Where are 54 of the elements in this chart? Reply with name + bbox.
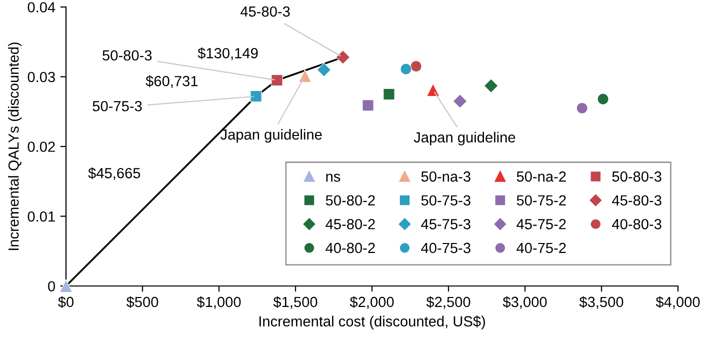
point xyxy=(452,94,468,108)
point xyxy=(59,279,73,293)
legend-label: 50-75-3 xyxy=(421,195,470,206)
legend-label: 50-80-2 xyxy=(326,195,375,206)
point xyxy=(484,78,498,93)
point xyxy=(336,50,350,64)
point xyxy=(362,100,374,112)
legend-label: 45-75-2 xyxy=(516,218,566,230)
x-tick-label: $3,500 xyxy=(579,296,624,309)
y-tick-label: 0.04 xyxy=(28,2,56,12)
legend-label: 45-80-3 xyxy=(612,195,662,206)
x-tick-label: $3,000 xyxy=(502,296,547,309)
legend-label: 40-80-2 xyxy=(326,242,375,254)
legend-label: 50-75-2 xyxy=(516,195,566,206)
x-tick-label: $500 xyxy=(126,296,158,308)
legend-label: 50-na-3 xyxy=(421,171,470,182)
point xyxy=(316,62,332,77)
x-axis-title: Incremental cost (discounted, US$) xyxy=(259,316,485,330)
annotation: $130,149 xyxy=(198,47,258,60)
point xyxy=(426,83,440,97)
point xyxy=(410,60,422,72)
y-axis-title: Incremental QALYs (discounted) xyxy=(8,42,22,250)
x-tick-label: $2,500 xyxy=(426,296,470,309)
annotation: 50-80-3 xyxy=(102,50,152,61)
y-tick-label: 0.03 xyxy=(28,72,55,82)
y-tick-label: 0.01 xyxy=(28,211,55,222)
point xyxy=(576,102,588,114)
legend-label: 50-80-3 xyxy=(612,171,662,182)
point xyxy=(250,90,262,102)
legend-label: 40-75-2 xyxy=(516,242,566,254)
point xyxy=(400,63,412,75)
x-tick-label: $4,000 xyxy=(656,296,700,309)
x-tick-label: $1,500 xyxy=(273,296,318,309)
x-tick-label: $0 xyxy=(58,296,74,308)
annotation: Japan guideline xyxy=(220,128,322,143)
annotation: $60,731 xyxy=(146,75,198,88)
legend-label: 40-80-3 xyxy=(612,218,662,230)
y-tick-label: 0 xyxy=(48,281,56,292)
legend-label: 50-na-2 xyxy=(516,171,566,182)
point xyxy=(383,88,395,100)
annotation: Japan guideline xyxy=(414,132,516,146)
x-tick-label: $2,000 xyxy=(350,296,394,309)
annotation: 50-75-3 xyxy=(92,100,142,112)
y-tick-label: 0.02 xyxy=(28,142,55,152)
annotation: $45,665 xyxy=(88,167,140,180)
legend-label: ns xyxy=(326,174,340,182)
point xyxy=(271,74,283,86)
point xyxy=(597,93,609,105)
annotation: 45-80-3 xyxy=(240,6,290,17)
point xyxy=(298,70,312,83)
legend-label: 45-80-2 xyxy=(326,218,375,230)
legend-label: 45-75-3 xyxy=(421,218,470,230)
legend-label: 40-75-3 xyxy=(421,242,470,254)
x-tick-label: $1,000 xyxy=(196,296,241,309)
